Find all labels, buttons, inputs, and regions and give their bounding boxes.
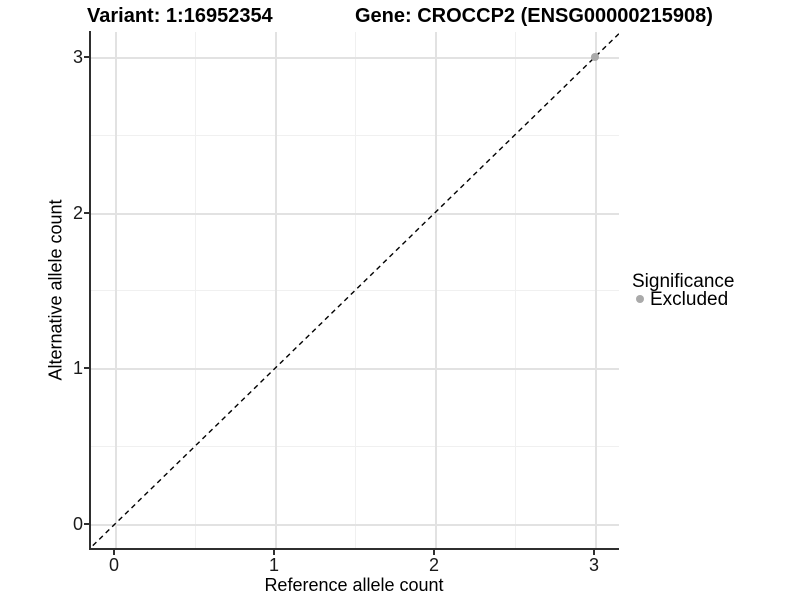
- x-tick-2: [433, 550, 435, 555]
- gridline-major-y1: [91, 368, 619, 370]
- gridline-major-y0: [91, 524, 619, 526]
- gridline-major-y2: [91, 213, 619, 215]
- y-tick-label-1: 1: [72, 358, 83, 378]
- x-tick-3: [593, 550, 595, 555]
- y-tick-2: [84, 212, 89, 214]
- plot-layer: [91, 32, 619, 548]
- y-axis-title: Alternative allele count: [45, 199, 66, 381]
- gridline-major-x2: [435, 32, 437, 548]
- x-tick-1: [273, 550, 275, 555]
- gridline-minor-y0.5: [91, 446, 619, 447]
- y-tick-label-3: 3: [72, 47, 83, 67]
- y-tick-label-2: 2: [72, 203, 83, 223]
- x-axis-title: Reference allele count: [264, 575, 444, 595]
- gridline-major-x0: [115, 32, 117, 548]
- x-axis-line: [89, 548, 619, 550]
- gridline-major-y3: [91, 57, 619, 59]
- identity-dashed-line: [91, 32, 619, 548]
- plot-title-variant: Variant: 1:16952354: [87, 5, 273, 27]
- legend-item-label: Excluded: [650, 289, 729, 310]
- x-tick-label-2: 2: [428, 555, 439, 575]
- legend-title: Significance: [632, 271, 735, 292]
- plot-title-gene: Gene: CROCCP2 (ENSG00000215908): [355, 5, 713, 27]
- plot-panel: [91, 32, 619, 548]
- gridline-major-x1: [275, 32, 277, 548]
- gridline-minor-y1.5: [91, 290, 619, 291]
- y-tick-label-0: 0: [72, 514, 83, 534]
- gridline-minor-y2.5: [91, 135, 619, 136]
- x-tick-label-1: 1: [268, 555, 279, 575]
- legend-point-icon: [636, 295, 644, 303]
- y-axis-line: [89, 31, 91, 550]
- y-tick-1: [84, 367, 89, 369]
- data-point-excluded: [591, 52, 599, 61]
- x-tick-label-3: 3: [588, 555, 599, 575]
- y-tick-0: [84, 523, 89, 525]
- x-tick-0: [113, 550, 115, 555]
- gridline-major-x3: [595, 32, 597, 548]
- x-tick-label-0: 0: [108, 555, 119, 575]
- y-tick-3: [84, 56, 89, 58]
